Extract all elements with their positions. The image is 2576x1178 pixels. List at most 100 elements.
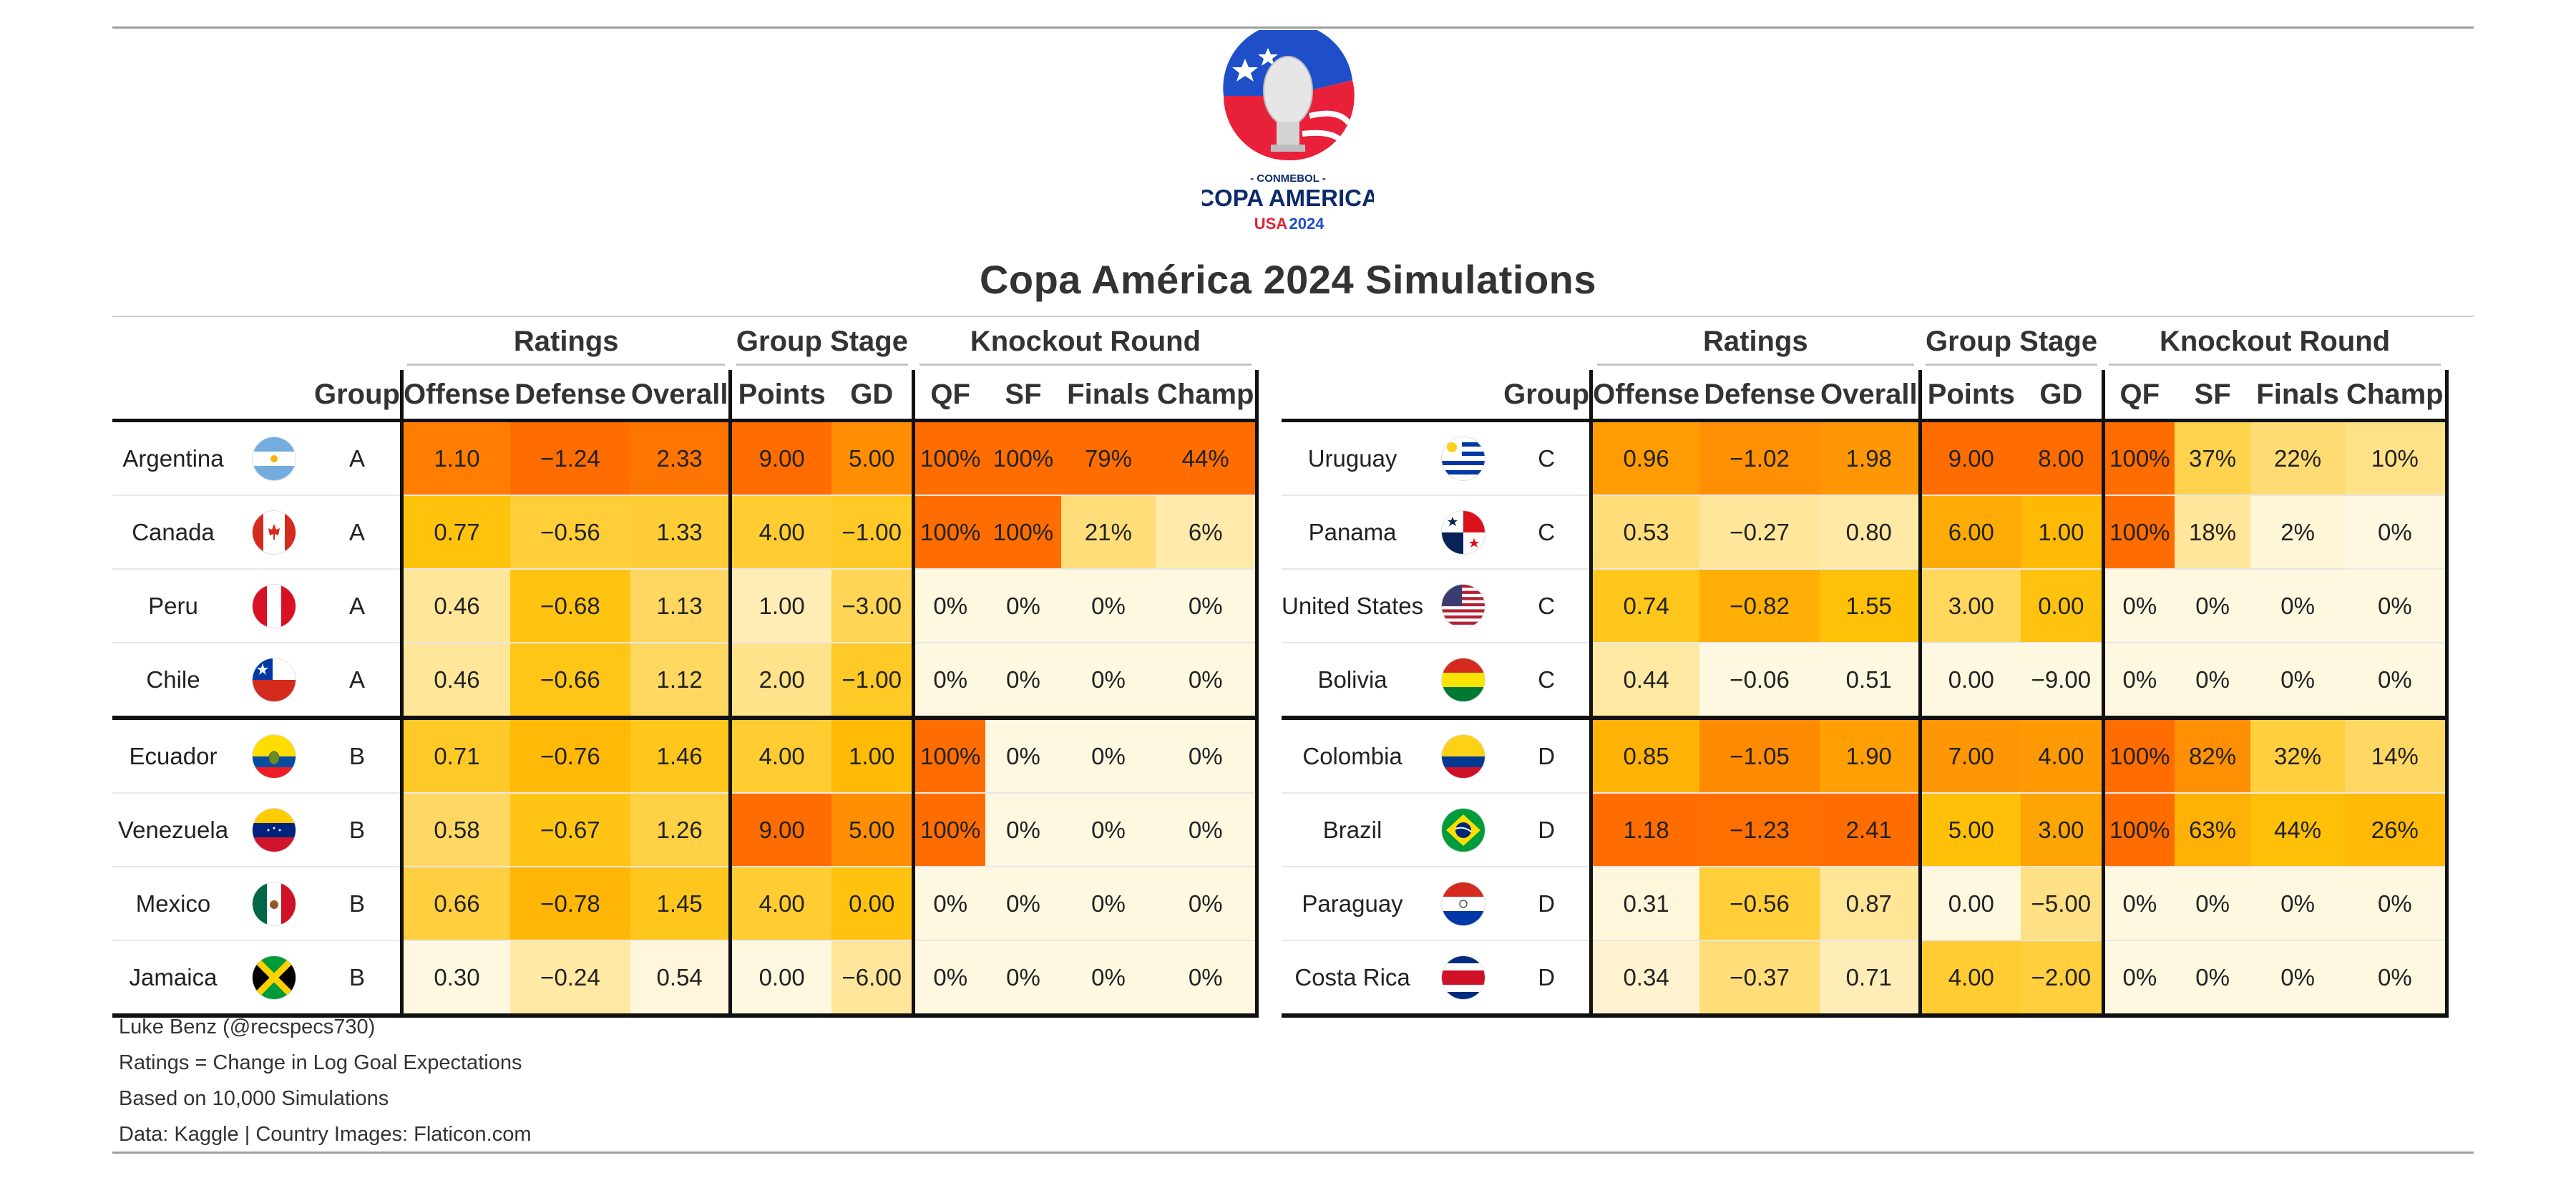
venezuela-flag-icon [253, 808, 296, 852]
team-name: Bolivia [1282, 643, 1424, 720]
right-col-header-team [1282, 370, 1424, 422]
overall-cell: 0.87 [1820, 867, 1921, 941]
gd-cell: 1.00 [831, 718, 914, 794]
group-cell: C [1503, 569, 1591, 643]
gd-cell: 1.00 [2021, 495, 2104, 570]
right-spanner-group-stage-label: Group Stage [1926, 326, 2098, 366]
gd-cell: 0.00 [2021, 569, 2104, 643]
group-cell: D [1503, 718, 1591, 794]
left-spanner-knockout-label: Knockout Round [919, 326, 1252, 366]
chile-flag-icon [253, 658, 296, 701]
defense-cell: −1.24 [509, 420, 630, 496]
colombia-flag-icon [1442, 734, 1485, 778]
qf-cell: 0% [912, 940, 985, 1018]
right-spanner-group-stage: Group Stage [1920, 316, 2103, 370]
logo-year-text: 2024 [1289, 215, 1325, 233]
points-cell: 1.00 [728, 569, 831, 643]
defense-cell: −1.23 [1699, 793, 1820, 867]
right-col-header-overall: Overall [1820, 370, 1921, 422]
overall-cell: 0.51 [1820, 643, 1921, 720]
champ-cell: 0% [1155, 643, 1259, 720]
qf-cell: 100% [2101, 793, 2175, 867]
points-cell: 3.00 [1918, 569, 2021, 643]
right-spanner-ratings: Ratings [1591, 316, 1920, 370]
jamaica-flag-icon [253, 955, 296, 999]
bottom-rule [112, 1152, 2474, 1154]
offense-cell: 0.58 [399, 793, 510, 867]
overall-cell: 1.46 [630, 718, 731, 794]
finals-cell: 22% [2250, 420, 2346, 496]
top-rule [112, 26, 2474, 29]
gd-cell: 0.00 [831, 867, 914, 941]
defense-cell: −0.56 [509, 495, 630, 570]
left-col-header-overall: Overall [630, 370, 731, 422]
table-row: Costa Rica D 0.34 −0.37 0.71 4.00 −2.00 0% 0% 0% 0… [1282, 940, 2449, 1018]
points-cell: 9.00 [728, 793, 831, 867]
flag-cell [1423, 643, 1504, 720]
table-row: Argentina A 1.10 −1.24 2.33 9.00 5.00 100% 100% 7… [112, 420, 1259, 496]
qf-cell: 100% [912, 793, 985, 867]
table-row: Venezuela B 0.58 −0.67 1.26 9.00 5.00 100% 0% 0% 0… [112, 793, 1259, 867]
defense-cell: −0.06 [1699, 643, 1820, 720]
argentina-flag-icon [253, 437, 296, 480]
group-cell: D [1503, 867, 1591, 941]
flag-cell [234, 867, 314, 941]
points-cell: 2.00 [728, 643, 831, 720]
canada-flag-icon [253, 510, 296, 554]
right-spanner-ratings-label: Ratings [1596, 326, 1915, 366]
team-name: Canada [112, 495, 234, 570]
finals-cell: 0% [1060, 940, 1156, 1018]
points-cell: 4.00 [728, 867, 831, 941]
left-col-header-team [112, 370, 234, 422]
team-name: Ecuador [112, 718, 234, 794]
group-cell: A [314, 569, 402, 643]
offense-cell: 0.96 [1589, 420, 1700, 496]
left-col-header-champ: Champ [1155, 370, 1259, 422]
table-row: Bolivia C 0.44 −0.06 0.51 0.00 −9.00 0% 0% 0% 0% [1282, 643, 2449, 720]
group-cell: B [314, 793, 402, 867]
flag-cell [1423, 867, 1504, 941]
left-col-header-finals: Finals [1060, 370, 1156, 422]
left-col-header-gd: GD [831, 370, 914, 422]
team-name: Mexico [112, 867, 234, 941]
left-spanner-blank [112, 316, 401, 370]
group-cell: C [1503, 420, 1591, 496]
page-title: Copa América 2024 Simulations [979, 257, 1597, 302]
table-row: Canada A 0.77 −0.56 1.33 4.00 −1.00 100% 100% 21%… [112, 495, 1259, 570]
right-col-header-points: Points [1918, 370, 2021, 422]
team-name: Panama [1282, 495, 1424, 570]
flag-cell [234, 940, 314, 1018]
peru-flag-icon [253, 584, 296, 628]
flag-cell [234, 718, 314, 794]
champ-cell: 0% [1155, 867, 1259, 941]
champ-cell: 0% [1155, 940, 1259, 1018]
right-col-header-group: Group [1503, 370, 1591, 422]
left-simulation-table: Ratings Group Stage Knockout Round Group Off… [112, 316, 1259, 1018]
champ-cell: 26% [2345, 793, 2449, 867]
offense-cell: 0.66 [399, 867, 510, 941]
left-spanner-ratings-label: Ratings [407, 326, 725, 366]
right-col-header-flag [1423, 370, 1504, 422]
flag-cell [234, 420, 314, 496]
sf-cell: 0% [985, 718, 1061, 794]
offense-cell: 0.30 [399, 940, 510, 1018]
flag-cell [234, 643, 314, 720]
overall-cell: 1.45 [630, 867, 731, 941]
group-cell: B [314, 867, 402, 941]
left-spanner-group-stage: Group Stage [731, 316, 914, 370]
sf-cell: 0% [985, 940, 1061, 1018]
overall-cell: 1.26 [630, 793, 731, 867]
right-col-header-gd: GD [2021, 370, 2104, 422]
qf-cell: 0% [912, 643, 985, 720]
offense-cell: 0.53 [1589, 495, 1700, 570]
defense-cell: −0.56 [1699, 867, 1820, 941]
finals-cell: 2% [2250, 495, 2346, 570]
right-col-header-qf: QF [2101, 370, 2175, 422]
table-row: Uruguay C 0.96 −1.02 1.98 9.00 8.00 100% 37% 22% 1… [1282, 420, 2449, 496]
flag-cell [234, 793, 314, 867]
logo-small-text: - CONMEBOL - [1250, 172, 1326, 185]
qf-cell: 0% [2101, 867, 2175, 941]
champ-cell: 44% [1155, 420, 1259, 496]
gd-cell: −9.00 [2021, 643, 2104, 720]
points-cell: 0.00 [728, 940, 831, 1018]
